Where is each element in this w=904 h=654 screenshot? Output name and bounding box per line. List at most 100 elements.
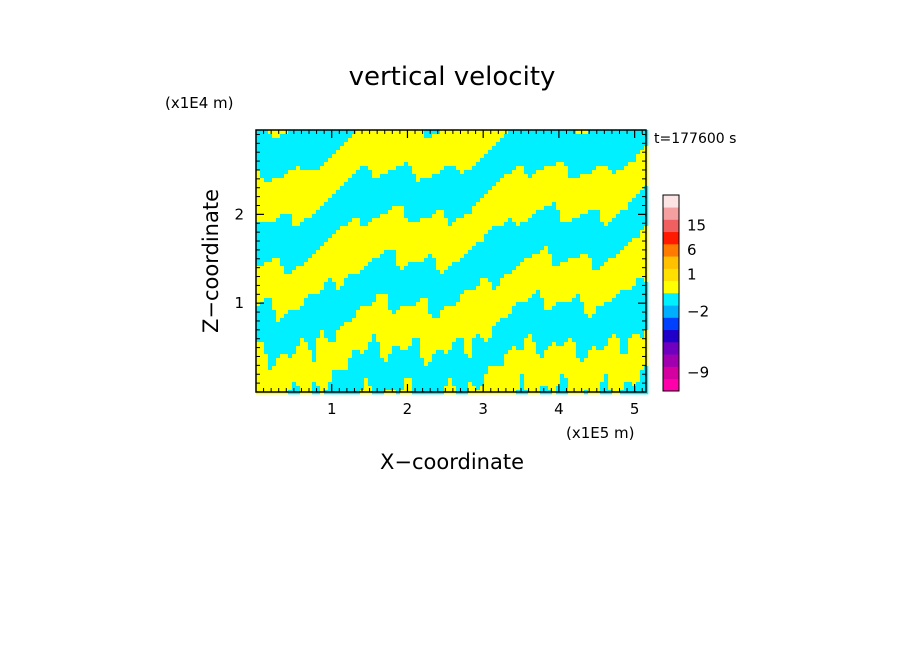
field-cell [524, 170, 529, 175]
field-cell [428, 250, 433, 255]
field-cell [284, 294, 289, 299]
field-cell [620, 254, 625, 259]
field-cell [452, 166, 457, 171]
field-cell [532, 282, 537, 287]
field-cell [420, 254, 425, 259]
field-cell [552, 214, 557, 219]
field-cell [524, 182, 529, 187]
field-cell [620, 194, 625, 199]
field-cell [460, 294, 465, 299]
field-cell [604, 170, 609, 175]
field-cell [628, 138, 633, 143]
field-cell [408, 262, 413, 267]
field-cell [632, 258, 637, 263]
field-cell [632, 146, 637, 151]
field-cell [360, 266, 365, 271]
field-cell [444, 206, 449, 211]
field-cell [568, 186, 573, 191]
field-cell [568, 238, 573, 243]
field-cell [472, 242, 477, 247]
field-cell [608, 214, 613, 219]
field-cell [640, 182, 645, 187]
field-cell [488, 258, 493, 263]
field-cell [276, 194, 281, 199]
field-cell [288, 162, 293, 167]
field-cell [392, 226, 397, 231]
field-cell [544, 318, 549, 323]
field-cell [332, 274, 337, 279]
field-cell [268, 134, 273, 139]
field-cell [428, 162, 433, 167]
field-cell [388, 214, 393, 219]
field-cell [576, 326, 581, 331]
field-cell [604, 322, 609, 327]
field-cell [628, 298, 633, 303]
field-cell [488, 286, 493, 291]
field-cell [360, 194, 365, 199]
field-cell [628, 326, 633, 331]
field-cell [416, 186, 421, 191]
field-cell [612, 162, 617, 167]
field-cell [604, 274, 609, 279]
field-cell [564, 142, 569, 147]
field-cell [400, 290, 405, 295]
field-cell [456, 154, 461, 159]
field-cell [324, 234, 329, 239]
field-cell [576, 182, 581, 187]
field-cell [300, 190, 305, 195]
field-cell [272, 226, 277, 231]
field-cell [440, 318, 445, 323]
field-cell [500, 178, 505, 183]
field-cell [492, 134, 497, 139]
field-cell [328, 222, 333, 227]
field-cell [376, 266, 381, 271]
field-cell [336, 266, 341, 271]
field-cell [284, 258, 289, 263]
field-cell [372, 226, 377, 231]
field-cell [516, 154, 521, 159]
field-cell [576, 170, 581, 175]
field-cell [340, 222, 345, 227]
field-cell [408, 214, 413, 219]
field-cell [360, 242, 365, 247]
field-cell [508, 286, 513, 291]
field-cell [600, 138, 605, 143]
field-cell [456, 202, 461, 207]
field-cell [352, 326, 357, 331]
field-cell [256, 286, 261, 291]
field-cell [332, 226, 337, 231]
field-cell [620, 318, 625, 323]
field-cell [260, 222, 265, 227]
field-cell [556, 266, 561, 271]
field-cell [368, 258, 373, 263]
field-cell [520, 278, 525, 283]
field-cell [508, 318, 513, 323]
field-cell [600, 174, 605, 179]
field-cell [564, 146, 569, 151]
field-cell [292, 310, 297, 315]
field-cell [388, 258, 393, 263]
field-cell [584, 214, 589, 219]
field-cell [364, 206, 369, 211]
field-cell [412, 218, 417, 223]
field-cell [316, 210, 321, 215]
field-cell [500, 174, 505, 179]
field-cell [324, 226, 329, 231]
field-cell [472, 174, 477, 179]
field-cell [296, 310, 301, 315]
field-cell [404, 318, 409, 323]
field-cell [628, 254, 633, 259]
field-cell [532, 290, 537, 295]
field-cell [608, 302, 613, 307]
field-cell [600, 278, 605, 283]
field-cell [440, 298, 445, 303]
field-cell [568, 182, 573, 187]
field-cell [420, 178, 425, 183]
field-cell [440, 206, 445, 211]
field-cell [548, 186, 553, 191]
field-cell [440, 210, 445, 215]
field-cell [460, 210, 465, 215]
field-cell [520, 230, 525, 235]
field-cell [492, 226, 497, 231]
field-cell [260, 202, 265, 207]
